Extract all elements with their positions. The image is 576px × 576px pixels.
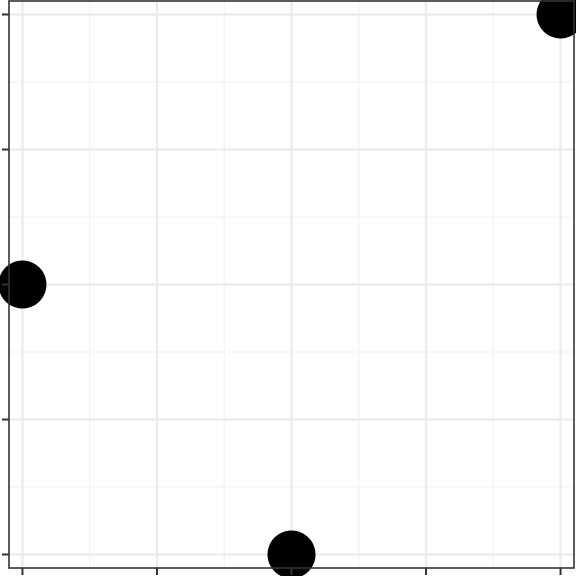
data-point	[0, 260, 47, 309]
data-point	[536, 0, 576, 39]
data-point	[267, 530, 316, 576]
